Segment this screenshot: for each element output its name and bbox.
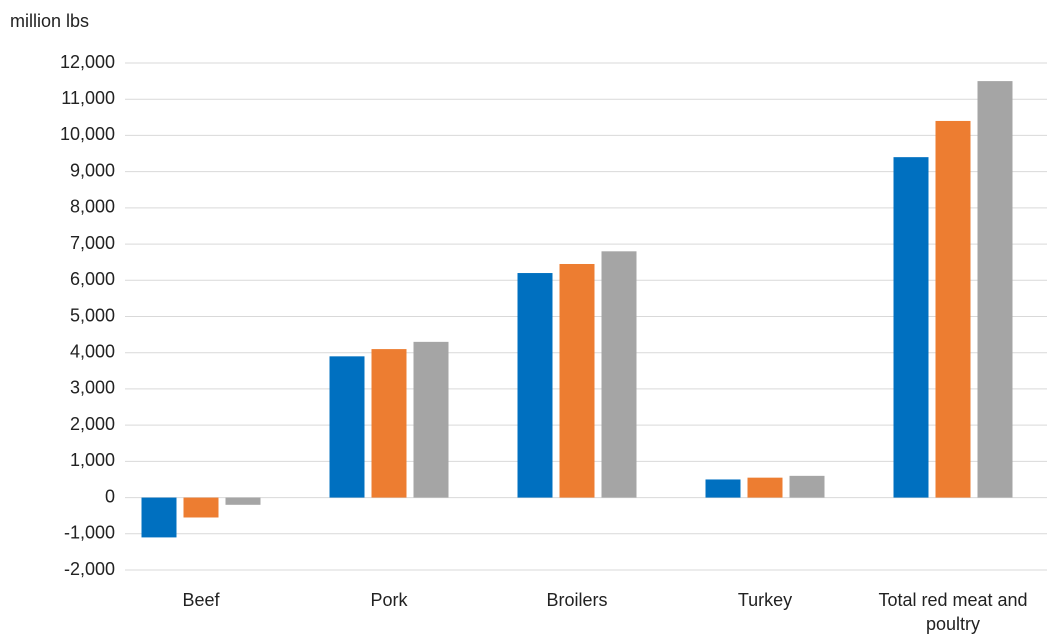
bar xyxy=(893,157,929,498)
bar xyxy=(559,263,595,498)
bar xyxy=(225,497,261,505)
y-tick-label: 10,000 xyxy=(60,124,115,144)
bar xyxy=(977,81,1013,498)
bar xyxy=(413,341,449,498)
y-tick-label: 4,000 xyxy=(70,341,115,361)
bar xyxy=(517,273,553,498)
y-tick-label: 5,000 xyxy=(70,305,115,325)
x-tick-label: Total red meat and poultry xyxy=(878,590,1028,634)
bar xyxy=(141,497,177,538)
y-tick-label: 6,000 xyxy=(70,269,115,289)
y-tick-label: 2,000 xyxy=(70,414,115,434)
bar xyxy=(601,251,637,498)
y-axis-label: million lbs xyxy=(10,11,89,31)
y-tick-label: 1,000 xyxy=(70,450,115,470)
y-tick-label: 11,000 xyxy=(61,88,115,108)
bar xyxy=(371,349,407,498)
y-tick-label: 0 xyxy=(105,486,115,506)
y-tick-label: 9,000 xyxy=(70,160,115,180)
y-tick-label: 7,000 xyxy=(70,233,115,253)
x-tick-label: Turkey xyxy=(737,590,793,610)
bar xyxy=(747,477,783,498)
bar xyxy=(935,120,971,498)
y-tick-label: 8,000 xyxy=(70,197,115,217)
bar xyxy=(789,475,825,498)
y-tick-label: 3,000 xyxy=(70,378,115,398)
y-tick-label: -2,000 xyxy=(64,559,115,579)
x-tick-label: Pork xyxy=(370,590,408,610)
bar xyxy=(705,479,741,498)
x-tick-label: Broilers xyxy=(546,590,608,610)
bar xyxy=(183,497,219,518)
y-tick-label: -1,000 xyxy=(64,523,115,543)
bar xyxy=(329,356,365,498)
x-tick-label: Beef xyxy=(182,590,220,610)
y-tick-label: 12,000 xyxy=(60,52,115,72)
